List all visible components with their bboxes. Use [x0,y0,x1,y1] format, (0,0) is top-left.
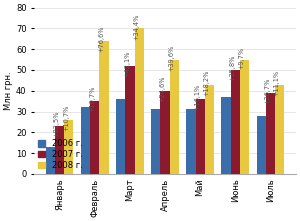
Text: +18,2%: +18,2% [203,69,209,96]
Bar [256,116,266,174]
Bar [125,66,134,174]
Bar [81,107,90,174]
Bar [266,93,275,174]
Text: +35,8%: +35,8% [229,55,235,81]
Bar [151,109,160,174]
Text: +16,1%: +16,1% [194,84,200,110]
Text: +36,7%: +36,7% [264,78,270,104]
Bar [196,99,205,174]
Text: +39,6%: +39,6% [168,44,174,71]
Bar [169,60,179,174]
Bar [46,147,55,174]
Y-axis label: Млн грн.: Млн грн. [4,71,13,110]
Text: +10,7%: +10,7% [89,86,95,112]
Bar [205,84,214,174]
Bar [99,41,109,174]
Bar [231,70,240,174]
Bar [64,120,74,174]
Text: +24,6%: +24,6% [159,75,165,102]
Text: +34,4%: +34,4% [133,13,139,40]
Bar [221,97,231,174]
Text: +76,6%: +76,6% [98,26,104,52]
Text: +42,1%: +42,1% [124,51,130,77]
Text: +11,1%: +11,1% [273,69,279,95]
Bar [90,101,99,174]
Bar [186,109,196,174]
Bar [160,91,169,174]
Legend: 2006 г., 2007 г., 2008 г.: 2006 г., 2007 г., 2008 г. [38,139,82,170]
Bar [240,60,249,174]
Text: +9,7%: +9,7% [238,46,244,69]
Text: +82,5%: +82,5% [54,111,60,137]
Bar [116,99,125,174]
Bar [55,126,64,174]
Bar [134,29,144,174]
Bar [275,84,284,174]
Text: +10,7%: +10,7% [63,105,69,131]
